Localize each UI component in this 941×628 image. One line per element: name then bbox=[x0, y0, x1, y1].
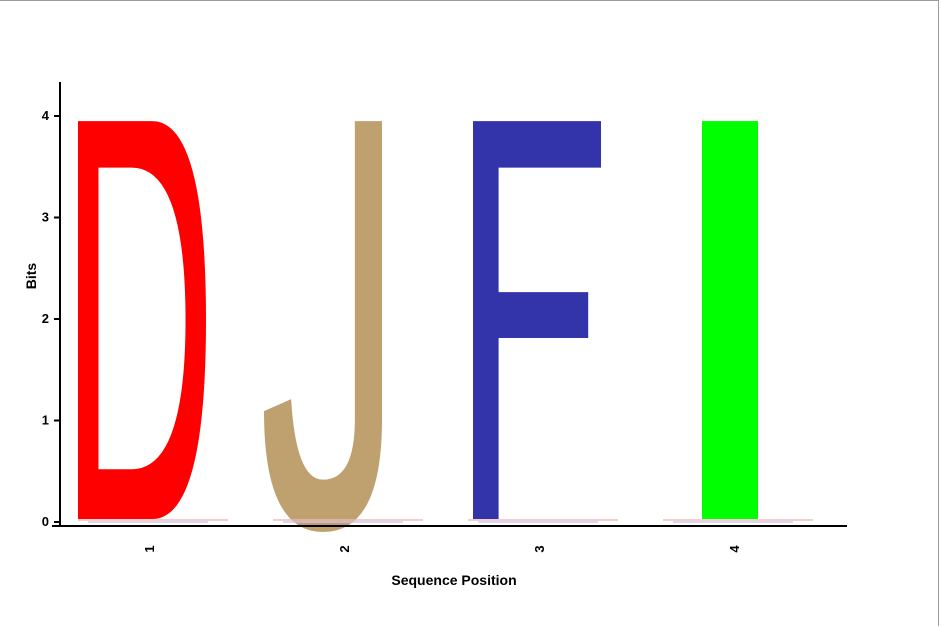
x-ticks: 1 2 3 4 bbox=[142, 545, 742, 553]
y-tick-label: 2 bbox=[42, 311, 49, 326]
x-tick-label: 2 bbox=[337, 545, 352, 552]
residue-trace bbox=[273, 519, 423, 521]
y-tick-label: 4 bbox=[42, 108, 50, 123]
residue-traces bbox=[78, 519, 813, 523]
letter-j-glyph bbox=[264, 121, 382, 533]
residue-trace bbox=[468, 519, 618, 521]
residue-trace bbox=[283, 521, 403, 523]
letter-stack-layer bbox=[78, 121, 758, 533]
letter-stack-position-3 bbox=[473, 121, 601, 519]
residue-trace bbox=[663, 519, 813, 521]
letter-f-glyph bbox=[473, 121, 601, 519]
residue-trace bbox=[673, 521, 793, 523]
y-tick-label: 3 bbox=[42, 210, 49, 225]
x-tick-label: 3 bbox=[532, 545, 547, 552]
letter-stack-position-4 bbox=[702, 121, 758, 519]
x-tick-label: 1 bbox=[142, 545, 157, 552]
residue-trace bbox=[88, 521, 208, 523]
x-tick-label: 4 bbox=[727, 545, 742, 553]
y-tick-label: 1 bbox=[42, 413, 49, 428]
y-tick-label: 0 bbox=[42, 514, 49, 529]
letter-stack-position-2 bbox=[264, 121, 382, 533]
residue-trace bbox=[478, 521, 598, 523]
letter-stack-position-1 bbox=[78, 121, 206, 519]
x-axis-title: Sequence Position bbox=[391, 572, 516, 588]
y-ticks: 0 1 2 3 4 bbox=[42, 108, 60, 529]
letter-i-glyph bbox=[702, 121, 758, 519]
letter-d-glyph bbox=[78, 121, 206, 519]
y-axis-title: Bits bbox=[23, 263, 39, 290]
residue-trace bbox=[78, 519, 228, 521]
